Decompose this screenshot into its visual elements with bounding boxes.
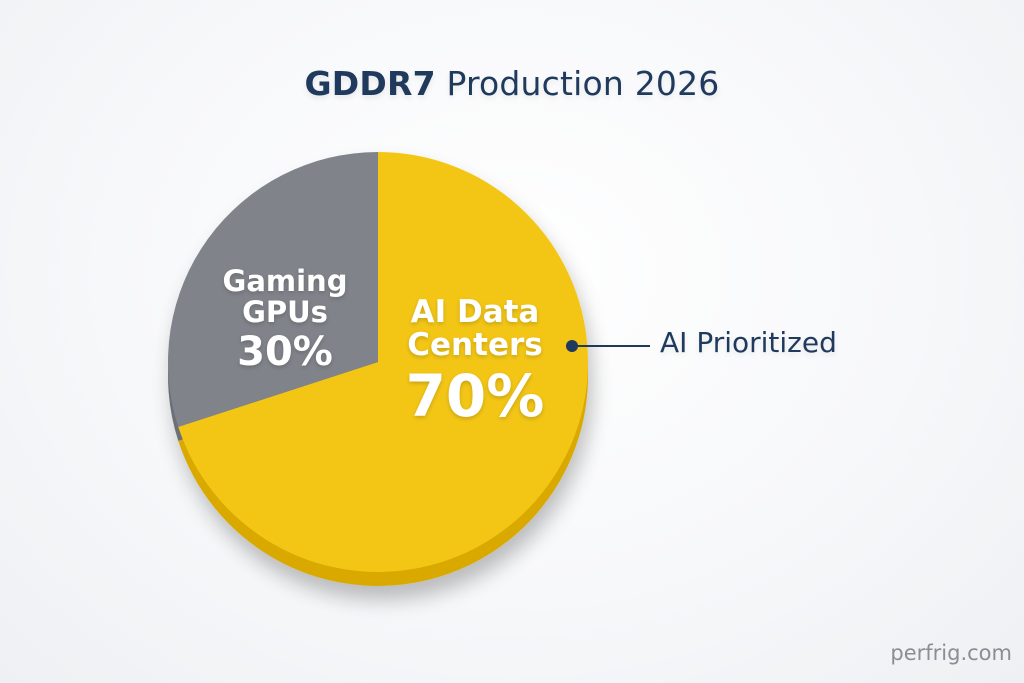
ai-percent: 70% [405, 361, 545, 430]
watermark: perfrig.com [890, 641, 1012, 665]
gaming-label-line1: Gaming [222, 264, 348, 298]
ai-label-line2: Centers [407, 327, 543, 364]
callout-annotation: AI Prioritized [660, 326, 837, 359]
gaming-slice-label: Gaming GPUs 30% [205, 264, 365, 375]
pie-slice-ai-data-centers [178, 152, 588, 572]
callout-dot-icon [566, 340, 578, 352]
ai-slice-label: AI Data Centers 70% [385, 294, 565, 430]
ai-label-line1: AI Data [410, 294, 540, 330]
chart-title-rest: Production 2026 [446, 64, 720, 103]
chart-title-bold: GDDR7 [304, 64, 436, 103]
pie-slice-gaming-gpus [167, 152, 378, 427]
callout-line [574, 345, 650, 347]
gaming-percent: 30% [237, 328, 333, 375]
gaming-label-line2: GPUs [242, 295, 328, 330]
chart-title: GDDR7 Production 2026 [0, 64, 1024, 103]
